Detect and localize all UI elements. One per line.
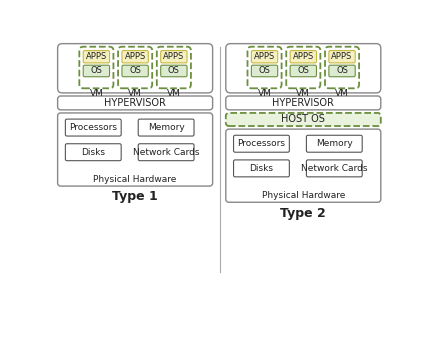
FancyBboxPatch shape xyxy=(226,113,381,126)
Text: Physical Hardware: Physical Hardware xyxy=(261,191,345,200)
Text: Type 2: Type 2 xyxy=(280,207,326,220)
FancyBboxPatch shape xyxy=(329,65,355,77)
FancyBboxPatch shape xyxy=(290,51,316,63)
Text: OS: OS xyxy=(129,67,141,75)
FancyBboxPatch shape xyxy=(122,65,148,77)
FancyBboxPatch shape xyxy=(325,47,359,88)
FancyBboxPatch shape xyxy=(157,47,191,88)
Text: Memory: Memory xyxy=(148,123,184,132)
FancyBboxPatch shape xyxy=(161,65,187,77)
FancyBboxPatch shape xyxy=(226,44,381,93)
Text: APPS: APPS xyxy=(332,52,353,61)
Text: VM: VM xyxy=(296,89,310,98)
Text: HOST OS: HOST OS xyxy=(281,115,325,124)
Text: Type 1: Type 1 xyxy=(112,190,158,203)
Text: VM: VM xyxy=(335,89,349,98)
FancyBboxPatch shape xyxy=(233,160,289,177)
Text: OS: OS xyxy=(168,67,180,75)
Text: HYPERVISOR: HYPERVISOR xyxy=(104,98,166,108)
FancyBboxPatch shape xyxy=(83,65,110,77)
FancyBboxPatch shape xyxy=(118,47,152,88)
Text: OS: OS xyxy=(258,67,270,75)
Text: HYPERVISOR: HYPERVISOR xyxy=(272,98,334,108)
FancyBboxPatch shape xyxy=(226,129,381,202)
Text: APPS: APPS xyxy=(254,52,275,61)
FancyBboxPatch shape xyxy=(79,47,114,88)
FancyBboxPatch shape xyxy=(307,160,362,177)
Text: OS: OS xyxy=(336,67,348,75)
Text: APPS: APPS xyxy=(163,52,184,61)
FancyBboxPatch shape xyxy=(138,144,194,161)
FancyBboxPatch shape xyxy=(58,96,212,110)
FancyBboxPatch shape xyxy=(138,119,194,136)
FancyBboxPatch shape xyxy=(65,119,121,136)
FancyBboxPatch shape xyxy=(83,51,110,63)
Text: APPS: APPS xyxy=(86,52,107,61)
FancyBboxPatch shape xyxy=(65,144,121,161)
FancyBboxPatch shape xyxy=(329,51,355,63)
Text: Disks: Disks xyxy=(249,164,273,173)
Text: VM: VM xyxy=(89,89,103,98)
Text: OS: OS xyxy=(298,67,309,75)
Text: Memory: Memory xyxy=(316,139,353,148)
FancyBboxPatch shape xyxy=(252,65,278,77)
Text: Network Cards: Network Cards xyxy=(133,148,200,157)
Text: Physical Hardware: Physical Hardware xyxy=(93,175,177,184)
FancyBboxPatch shape xyxy=(248,47,282,88)
FancyBboxPatch shape xyxy=(252,51,278,63)
Text: OS: OS xyxy=(90,67,102,75)
Text: APPS: APPS xyxy=(125,52,146,61)
Text: Processors: Processors xyxy=(237,139,286,148)
Text: VM: VM xyxy=(258,89,271,98)
FancyBboxPatch shape xyxy=(233,135,289,152)
Text: Disks: Disks xyxy=(81,148,105,157)
Text: VM: VM xyxy=(128,89,142,98)
Text: VM: VM xyxy=(167,89,181,98)
FancyBboxPatch shape xyxy=(286,47,320,88)
FancyBboxPatch shape xyxy=(58,44,212,93)
FancyBboxPatch shape xyxy=(226,96,381,110)
Text: APPS: APPS xyxy=(293,52,314,61)
FancyBboxPatch shape xyxy=(290,65,316,77)
FancyBboxPatch shape xyxy=(161,51,187,63)
Text: Network Cards: Network Cards xyxy=(301,164,368,173)
FancyBboxPatch shape xyxy=(58,113,212,186)
Text: Processors: Processors xyxy=(69,123,117,132)
FancyBboxPatch shape xyxy=(122,51,148,63)
FancyBboxPatch shape xyxy=(307,135,362,152)
